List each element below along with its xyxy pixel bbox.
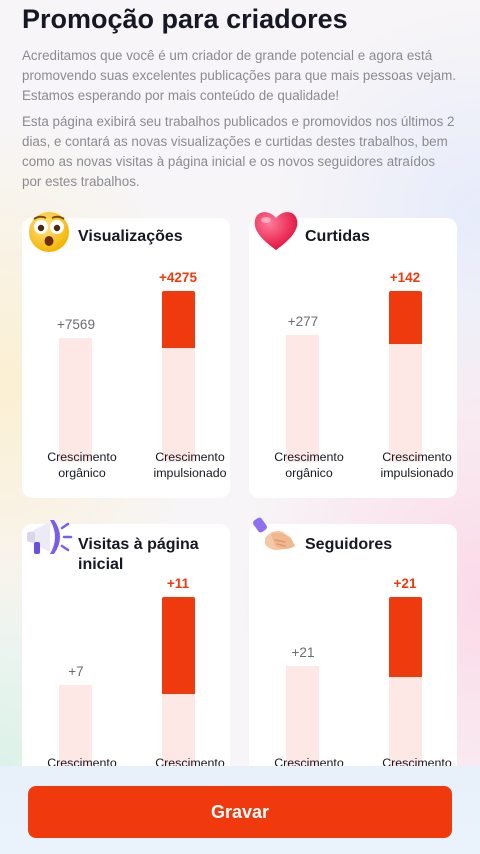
- likes-organic-bar: [286, 335, 319, 462]
- views-boosted-value: +4275: [159, 270, 197, 285]
- views-organic-value: +7569: [57, 317, 95, 332]
- views-boosted-bar: [162, 291, 195, 348]
- intro-paragraph: Acreditamos que você é um criador de gra…: [22, 48, 456, 103]
- followers-organic-bar: [286, 666, 319, 775]
- megaphone-icon: [27, 520, 73, 554]
- profile-visits-boosted-bar-base: [162, 694, 195, 775]
- likes-boosted-label: Crescimento impulsionado: [380, 450, 454, 480]
- page-title: Promoção para criadores: [22, 4, 348, 34]
- likes-card-title: Curtidas: [305, 228, 370, 245]
- followers-card-title: Seguidores: [305, 536, 393, 553]
- followers-boosted-bar-base: [389, 677, 422, 775]
- views-organic-label: Crescimento orgânico: [47, 450, 117, 480]
- profile-visits-boosted-bar: [162, 597, 195, 694]
- followers-boosted-bar: [389, 597, 422, 677]
- record-button[interactable]: Gravar: [28, 786, 452, 838]
- views-card: Visualizações +7569 +4275 Crescimento or…: [22, 212, 230, 498]
- views-boosted-bar-base: [162, 348, 195, 462]
- profile-visits-card-title: Visitas à página inicial: [78, 536, 199, 573]
- views-boosted-label: Crescimento impulsionado: [153, 450, 227, 480]
- views-organic-bar: [59, 338, 92, 462]
- likes-organic-value: +277: [287, 314, 319, 329]
- followers-boosted-value: +21: [393, 576, 417, 591]
- profile-visits-organic-bar: [59, 685, 92, 775]
- heart-icon: [254, 212, 298, 250]
- profile-visits-boosted-value: +11: [166, 576, 190, 591]
- likes-boosted-value: +142: [389, 270, 421, 285]
- likes-boosted-bar: [389, 291, 422, 344]
- profile-visits-organic-value: +7: [68, 664, 84, 679]
- handshake-icon: [253, 517, 295, 550]
- likes-boosted-bar-base: [389, 344, 422, 462]
- followers-organic-value: +21: [291, 645, 315, 660]
- views-card-title: Visualizações: [78, 228, 183, 245]
- likes-card: Curtidas +277 +142 Crescimento orgânico …: [249, 212, 457, 498]
- likes-organic-label: Crescimento orgânico: [274, 450, 344, 480]
- shocked-face-icon: [29, 212, 69, 252]
- description-paragraph: Esta página exibirá seu trabalhos public…: [22, 114, 455, 189]
